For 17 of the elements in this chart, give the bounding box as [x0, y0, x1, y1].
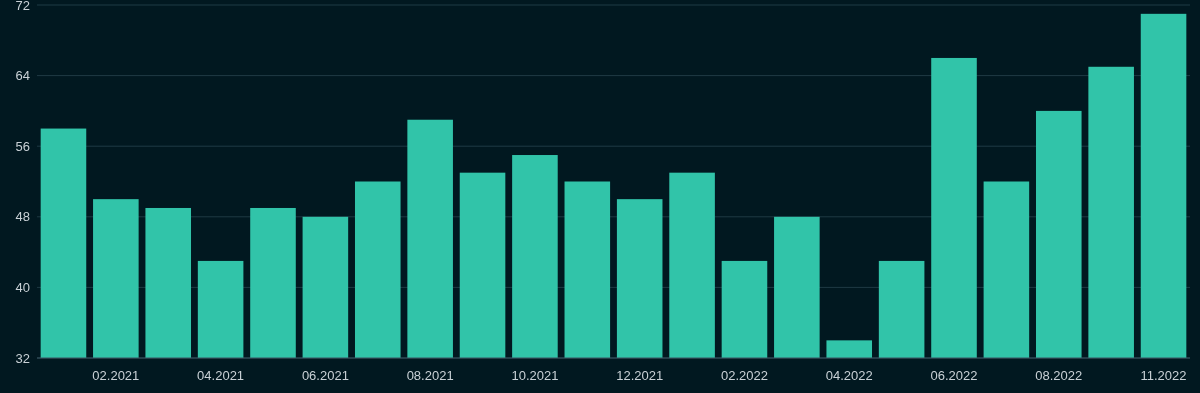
y-tick-label: 56: [15, 138, 30, 154]
y-tick-label: 40: [15, 279, 30, 295]
x-tick-label: 04.2022: [825, 368, 873, 383]
x-tick-label: 06.2021: [301, 368, 349, 383]
x-tick-label: 12.2021: [616, 368, 664, 383]
x-tick-label: 11.2022: [1140, 368, 1187, 383]
x-tick-label: 04.2021: [197, 368, 245, 383]
x-tick-label: 02.2021: [92, 368, 140, 383]
y-tick-label: 32: [15, 350, 30, 366]
x-tick-label: 02.2022: [720, 368, 768, 383]
y-tick-label: 72: [15, 0, 30, 13]
x-tick-label: 08.2022: [1035, 368, 1083, 383]
y-tick-label: 64: [15, 68, 30, 84]
x-tick-label: 06.2022: [930, 368, 978, 383]
x-tick-label: 10.2021: [511, 368, 559, 383]
y-tick-label: 48: [15, 209, 30, 225]
x-tick-label: 08.2021: [406, 368, 454, 383]
